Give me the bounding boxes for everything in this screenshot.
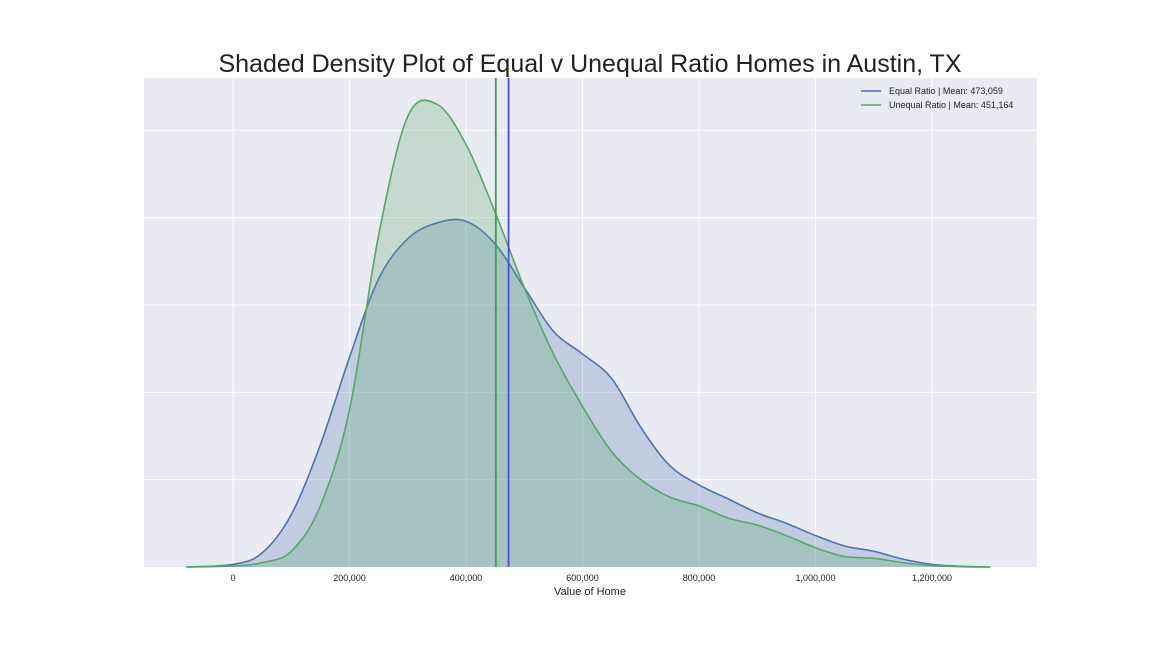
x-tick-label-3: 600,000 xyxy=(566,573,599,583)
series-0-area xyxy=(186,219,991,567)
series-1-area xyxy=(186,100,991,567)
plot-background xyxy=(144,78,1037,567)
x-tick-label-0: 0 xyxy=(230,573,235,583)
x-tick-labels: 0 200,000 400,000 600,000 800,000 1,000,000 1,… xyxy=(230,573,952,583)
legend-label-1: Unequal Ratio | Mean: 451,164 xyxy=(889,100,1013,110)
grid-lines xyxy=(144,78,1037,567)
chart-title: Shaded Density Plot of Equal v Unequal R… xyxy=(218,50,961,78)
legend: Equal Ratio | Mean: 473,059 Unequal Ratio… xyxy=(861,86,1013,110)
x-tick-label-2: 400,000 xyxy=(450,573,483,583)
x-tick-label-6: 1,200,000 xyxy=(912,573,952,583)
x-tick-label-4: 800,000 xyxy=(683,573,716,583)
series-layer xyxy=(186,99,991,568)
x-tick-label-5: 1,000,000 xyxy=(795,573,835,583)
legend-label-0: Equal Ratio | Mean: 473,059 xyxy=(889,86,1003,96)
x-tick-label-1: 200,000 xyxy=(333,573,366,583)
series-0-line xyxy=(186,218,991,568)
mean-lines xyxy=(494,78,510,567)
series-1-line xyxy=(186,99,991,568)
x-axis-label: Value of Home xyxy=(554,586,626,598)
